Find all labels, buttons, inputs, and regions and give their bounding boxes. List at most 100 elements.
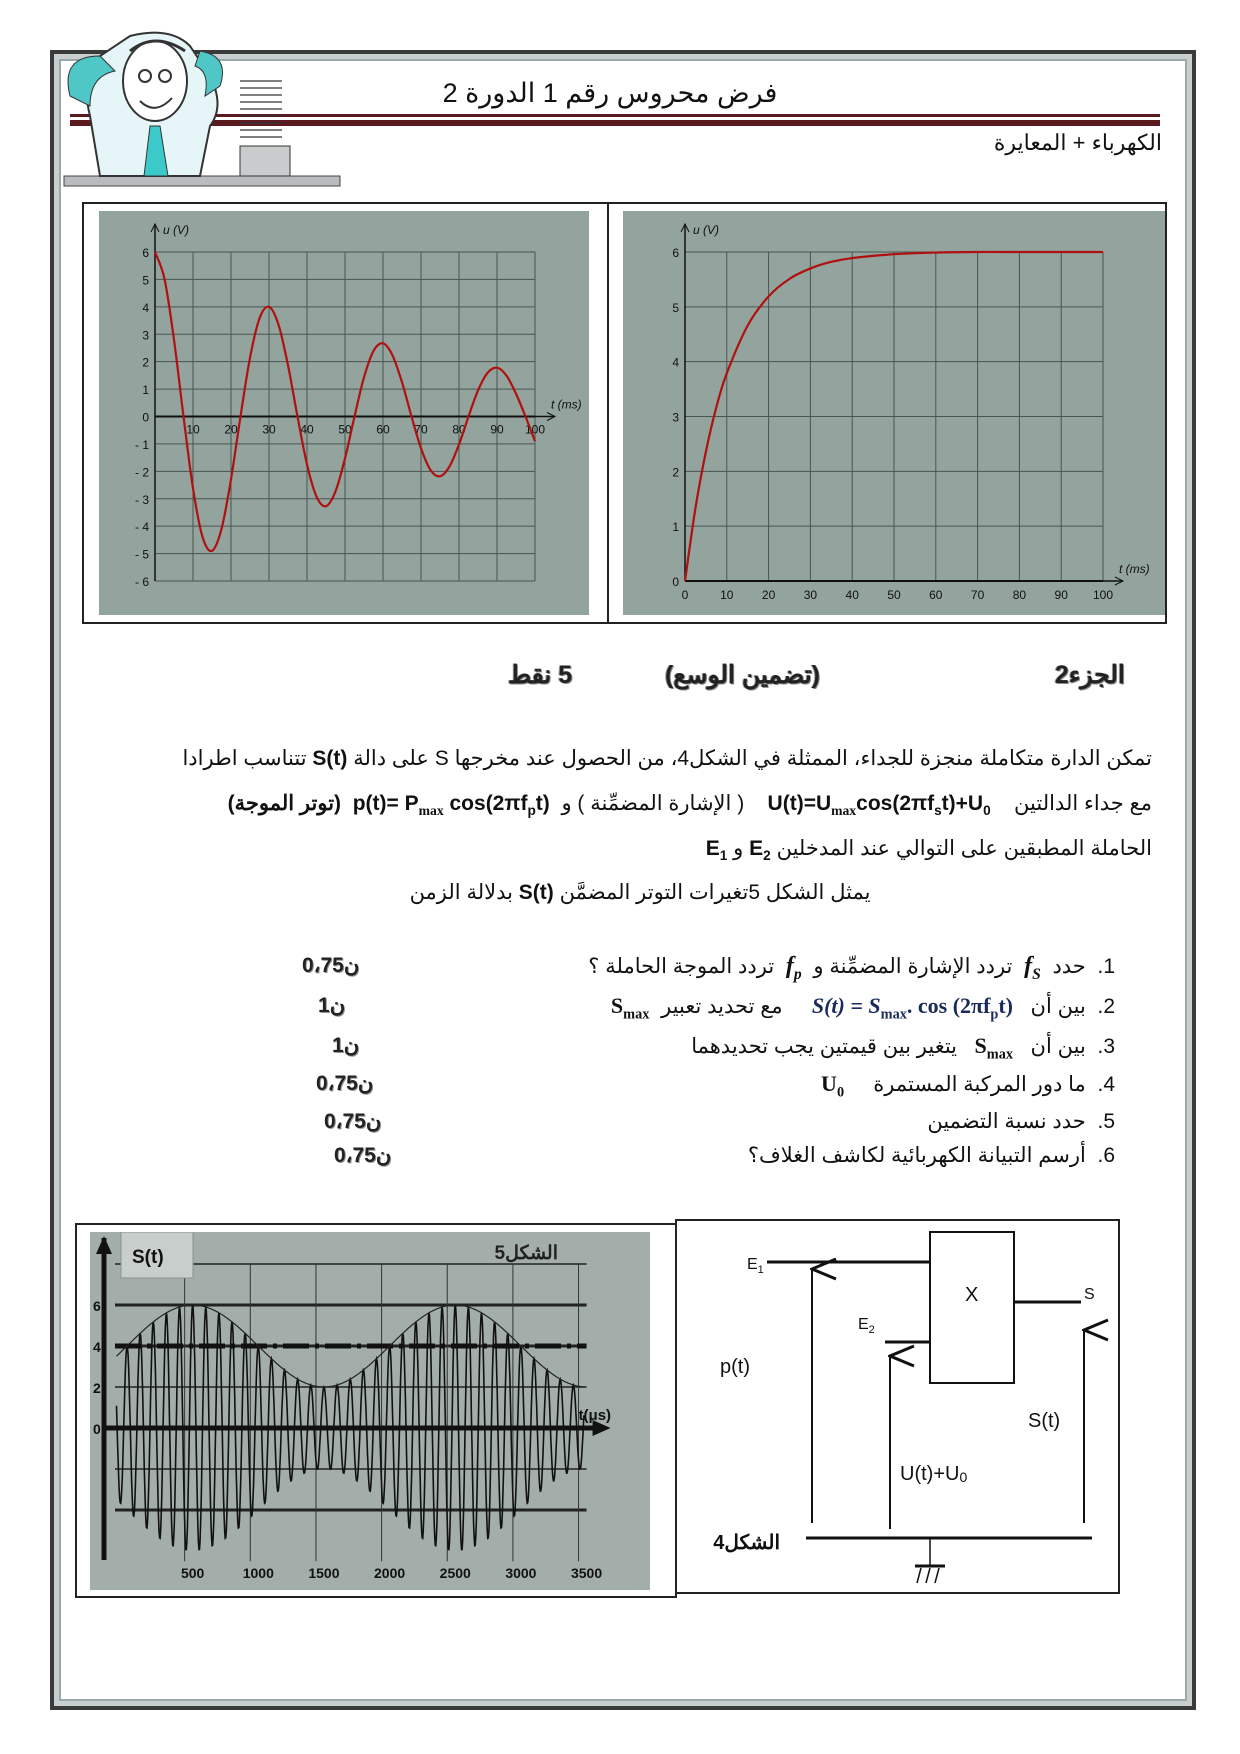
x-tick-label: 70 (414, 423, 428, 437)
y-tick-label: 6 (142, 246, 149, 260)
x-tick-label: 20 (762, 588, 776, 602)
y-tick-label: 0 (93, 1421, 101, 1437)
y-axis-arrow-icon (96, 1236, 112, 1254)
formula-sub: p (527, 803, 536, 819)
symbol-sub: 0 (836, 1084, 845, 1101)
question-text: أرسم التبيانة الكهربائية لكاشف الغلاف؟ (747, 1144, 1086, 1167)
question-1: 1. حدد fS تردد الإشارة المضمِّنة و fp تر… (588, 953, 1115, 984)
y-tick-label: - 3 (135, 493, 149, 507)
formula-sub: max (831, 803, 857, 819)
question-1-points: 0،75ن (302, 954, 360, 977)
x-tick-label: 3500 (571, 1565, 602, 1581)
x-axis-label: t (ms) (1119, 562, 1150, 576)
y-axis-arrow-icon (680, 222, 690, 233)
figure-4-frame (675, 1219, 1120, 1594)
symbol: S (974, 1033, 987, 1058)
question-text: حدد نسبة التضمين (927, 1110, 1086, 1133)
y-tick-label: - 5 (135, 548, 149, 562)
y-tick-label: 4 (142, 301, 149, 315)
output-label: S (1084, 1286, 1095, 1303)
y-tick-label: 1 (672, 520, 679, 534)
x-tick-label: 2500 (440, 1565, 471, 1581)
symbol-fp: fp (786, 953, 802, 983)
intro-text: (توتر الموجة) (227, 792, 342, 815)
question-6: 6. أرسم التبيانة الكهربائية لكاشف الغلاف… (748, 1143, 1115, 1168)
symbol-sub: p (793, 965, 802, 983)
page-subtitle: الكهرباء + المعايرة (993, 130, 1162, 155)
formula-part: . cos (2πf (906, 993, 991, 1018)
x-axis-label: t(μs) (579, 1407, 612, 1424)
x-axis-arrow-icon (1114, 576, 1125, 586)
formula-part: S(t) = S (811, 993, 881, 1018)
question-text: تردد الموجة الحاملة ؟ (588, 955, 775, 978)
input-letter: E (749, 837, 764, 860)
intro-text: و (733, 837, 744, 860)
graphs-frame (82, 202, 1167, 624)
question-number: 5. (1097, 1110, 1115, 1133)
question-number: 3. (1097, 1035, 1115, 1058)
question-5: 5. حدد نسبة التضمين (927, 1109, 1115, 1134)
x-tick-label: 10 (720, 588, 734, 602)
s-t-label: S(t) (1028, 1410, 1060, 1432)
y-tick-label: - 6 (135, 575, 149, 589)
y-tick-label: 5 (672, 301, 679, 315)
signal-s-t: S(t) (518, 881, 554, 904)
figure-4-label: الشكل4 (713, 1532, 780, 1554)
y-tick-label: 1 (142, 383, 149, 397)
x-tick-label: 60 (376, 423, 390, 437)
u-t-label: U(t)+U0 (900, 1463, 967, 1485)
intro-line-2: مع جداء الدالتين U(t)=Umaxcos(2πfst)+U0 … (228, 791, 1152, 819)
intro-line-4: يمثل الشكل 5تغيرات التوتر المضمَّن S(t) … (380, 880, 900, 905)
y-tick-label: 3 (672, 411, 679, 425)
symbol: S (610, 993, 624, 1018)
x-tick-label: 0 (682, 588, 689, 602)
intro-text: تمكن الدارة متكاملة منجزة للجداء، الممثل… (353, 747, 1152, 770)
graphs-divider (607, 202, 609, 622)
data-line (683, 250, 1103, 582)
y-tick-label: 2 (672, 465, 679, 479)
modulating-formula: U(t)=Umaxcos(2πfst)+U0 (768, 792, 991, 819)
question-3-points: 1ن (332, 1034, 360, 1057)
e1-label: E1 (747, 1256, 764, 1276)
formula-sub: 0 (983, 803, 991, 819)
formula-part: t)+U (941, 792, 984, 815)
signal-s-t: S(t) (312, 747, 348, 770)
block-label: X (965, 1284, 978, 1306)
formula-sub: p (990, 1006, 999, 1023)
y-axis-label: u (V) (693, 223, 719, 237)
y-tick-label: 4 (672, 356, 679, 370)
formula-part: p(t)= P (352, 792, 419, 815)
formula-part: t) (998, 993, 1014, 1018)
y-tick-label: 5 (142, 273, 149, 287)
question-number: 1. (1097, 955, 1115, 978)
y-tick-label: 3 (142, 328, 149, 342)
question-2: 2. بين أن S(t) = Smax. cos (2πfpt) مع تح… (611, 993, 1115, 1023)
y-tick-label: - 4 (135, 520, 149, 534)
page-border (50, 50, 1196, 1710)
chart-background (99, 211, 589, 615)
x-tick-label: 30 (262, 423, 276, 437)
question-6-points: 0،75ن (334, 1144, 392, 1167)
symbol-sub: S (1032, 965, 1041, 983)
formula-part: t) (535, 792, 550, 815)
input-sub: 2 (763, 848, 771, 864)
upper-envelope-line (116, 1304, 584, 1388)
formula-part: cos(2πf (443, 792, 528, 815)
y-tick-label: 4 (93, 1339, 101, 1355)
x-tick-label: 50 (338, 423, 352, 437)
x-tick-label: 500 (181, 1565, 205, 1581)
p-t-label: p(t) (720, 1356, 750, 1378)
x-tick-label: 70 (971, 588, 985, 602)
x-tick-label: 80 (1013, 588, 1027, 602)
x-tick-label: 50 (887, 588, 901, 602)
section-part: الجزء2 (1054, 661, 1125, 689)
intro-text: مع جداء الدالتين (1014, 792, 1152, 815)
question-text: ما دور المركبة المستمرة (873, 1073, 1086, 1096)
x-tick-label: 40 (300, 423, 314, 437)
y-tick-label: - 2 (135, 465, 149, 479)
question-text: تردد الإشارة المضمِّنة و (813, 955, 1013, 978)
intro-text: تتناسب اطرادا (182, 747, 307, 770)
symbol-smax: Smax (610, 993, 649, 1022)
section-points: 5 نقط (508, 661, 573, 689)
input-sub: 1 (719, 848, 728, 864)
